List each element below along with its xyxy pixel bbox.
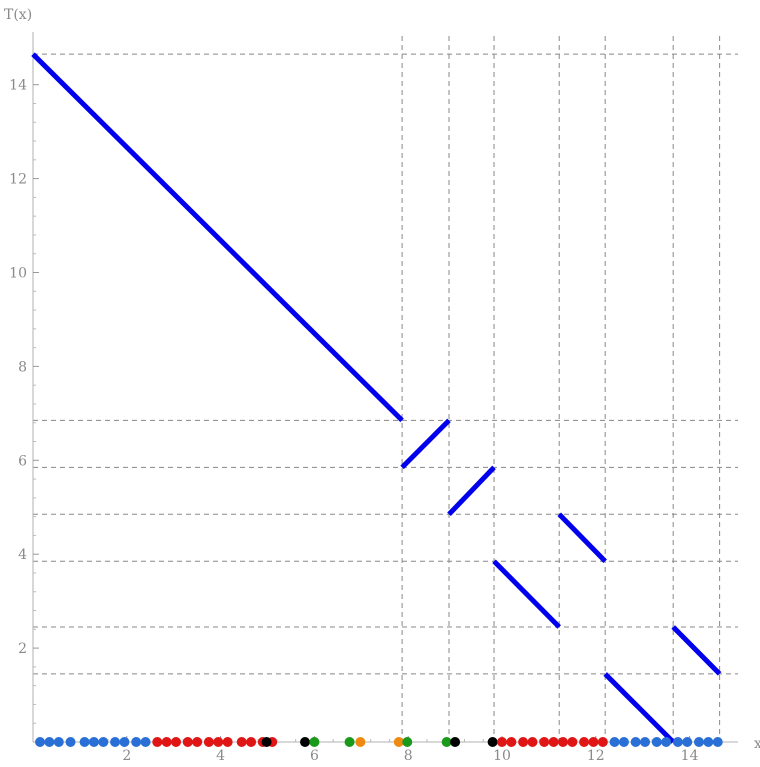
data-point-54 <box>703 737 714 747</box>
data-point-34 <box>497 737 507 747</box>
line-segment-7 <box>671 625 722 676</box>
grid-lines <box>33 36 738 742</box>
data-point-28 <box>355 737 366 747</box>
x-axis-title: x <box>754 736 760 752</box>
line-segment-1 <box>31 52 404 423</box>
x-tick-label-4: 4 <box>216 748 225 764</box>
y-tick-label-4: 4 <box>18 547 27 563</box>
series-segments <box>31 52 722 744</box>
data-point-33 <box>487 737 498 747</box>
y-axis-title: T(x) <box>4 7 32 23</box>
x-tick-label-8: 8 <box>404 748 413 764</box>
data-point-20 <box>236 737 247 747</box>
data-point-49 <box>651 737 662 747</box>
data-point-5 <box>79 737 90 747</box>
data-point-26 <box>309 737 320 747</box>
data-point-6 <box>88 737 99 747</box>
data-point-25 <box>300 737 311 747</box>
y-tick-label-10: 10 <box>9 266 27 282</box>
data-point-39 <box>548 737 559 747</box>
data-point-40 <box>557 737 568 747</box>
data-point-41 <box>567 737 578 747</box>
axes <box>32 32 738 743</box>
data-point-8 <box>110 737 121 747</box>
data-point-37 <box>527 737 538 747</box>
y-tick-label-12: 12 <box>9 172 27 188</box>
data-point-55 <box>712 737 723 747</box>
data-point-18 <box>213 737 224 747</box>
data-point-13 <box>161 737 172 747</box>
x-tick-label-10: 10 <box>493 748 511 764</box>
data-point-16 <box>192 737 203 747</box>
data-point-11 <box>140 737 151 747</box>
data-point-27 <box>344 737 355 747</box>
data-point-29 <box>393 737 404 747</box>
y-tick-label-8: 8 <box>18 359 27 375</box>
data-point-7 <box>98 737 109 747</box>
data-point-17 <box>203 737 214 747</box>
data-point-9 <box>119 737 130 747</box>
data-point-38 <box>539 737 550 747</box>
data-point-24 <box>261 737 272 747</box>
data-point-12 <box>152 737 163 747</box>
data-point-4 <box>65 737 76 747</box>
data-point-43 <box>588 737 599 747</box>
data-point-1 <box>35 737 46 747</box>
data-point-52 <box>682 737 693 747</box>
data-point-42 <box>579 737 590 747</box>
data-point-21 <box>246 737 257 747</box>
data-point-45 <box>609 737 620 747</box>
x-tick-label-6: 6 <box>310 748 319 764</box>
line-segment-3 <box>447 465 496 517</box>
data-point-30 <box>402 737 413 747</box>
data-point-2 <box>44 737 55 747</box>
data-point-32 <box>450 737 461 747</box>
line-segment-5 <box>557 512 607 563</box>
data-point-19 <box>222 737 233 747</box>
data-point-36 <box>518 737 529 747</box>
data-point-35 <box>506 737 517 747</box>
data-point-48 <box>640 737 651 747</box>
y-tick-label-14: 14 <box>9 78 27 94</box>
data-point-15 <box>182 737 193 747</box>
line-segment-6 <box>603 672 675 744</box>
data-point-47 <box>630 737 641 747</box>
x-tick-label-14: 14 <box>681 748 699 764</box>
data-point-31 <box>441 737 452 747</box>
data-point-51 <box>672 737 683 747</box>
series-points <box>35 737 723 747</box>
data-point-14 <box>171 737 182 747</box>
data-point-3 <box>53 737 64 747</box>
x-tick-label-2: 2 <box>122 748 131 764</box>
y-tick-label-6: 6 <box>18 453 27 469</box>
data-point-50 <box>661 737 672 747</box>
line-segment-2 <box>400 418 451 470</box>
y-tick-label-2: 2 <box>18 641 27 657</box>
data-point-10 <box>131 737 142 747</box>
data-point-46 <box>618 737 629 747</box>
data-point-44 <box>597 737 608 747</box>
line-segment-4 <box>492 559 561 629</box>
data-point-53 <box>693 737 704 747</box>
x-tick-label-12: 12 <box>587 748 605 764</box>
